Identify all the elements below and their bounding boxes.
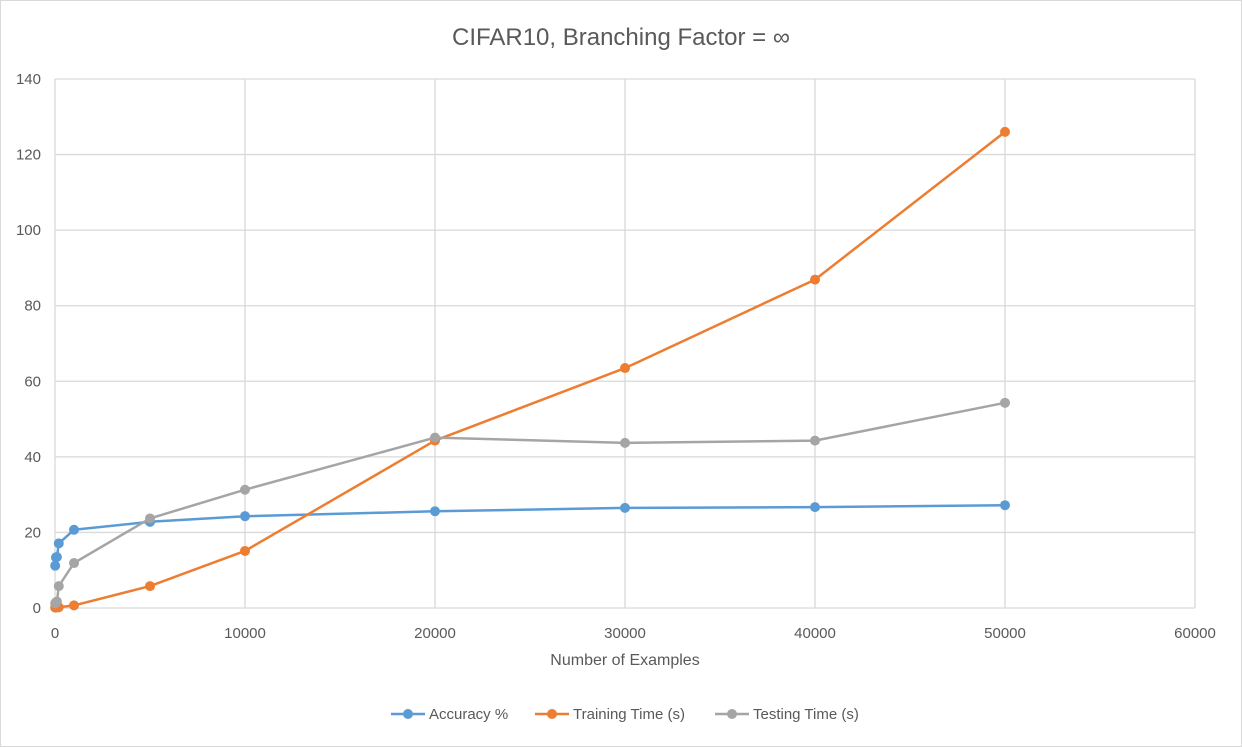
- series-layer: [50, 126, 1010, 613]
- data-point: [69, 600, 79, 611]
- legend: Accuracy % Training Time (s) Testing Time …: [391, 706, 859, 723]
- x-tick-label: 10000: [224, 625, 266, 642]
- data-point: [69, 524, 79, 535]
- y-tick-label: 20: [24, 524, 41, 541]
- data-point: [240, 545, 250, 556]
- x-tick-label: 30000: [604, 625, 646, 642]
- chart-title: CIFAR10, Branching Factor = ∞: [452, 24, 790, 51]
- legend-marker: [547, 709, 557, 719]
- y-tick-label: 80: [24, 298, 41, 315]
- y-tick-label: 120: [16, 147, 41, 164]
- x-axis-title: Number of Examples: [550, 652, 699, 669]
- y-tick-label: 100: [16, 222, 41, 239]
- y-tick-label: 140: [16, 71, 41, 88]
- series-line: [53, 503, 1006, 566]
- x-tick-label: 20000: [414, 625, 456, 642]
- y-tick-label: 40: [24, 449, 41, 466]
- data-point: [240, 484, 250, 495]
- data-point: [51, 596, 62, 607]
- series-accuracy: [50, 500, 1010, 571]
- data-point: [810, 435, 820, 446]
- x-axis-ticks: 0 10000 20000 30000 40000 50000 60000: [51, 625, 1216, 642]
- legend-item: Testing Time (s): [715, 706, 859, 723]
- series-line: [54, 130, 1006, 609]
- data-point: [810, 502, 820, 513]
- y-axis-ticks: 0 20 40 60 80 100 120 140: [16, 71, 41, 617]
- data-point: [620, 502, 630, 513]
- data-point: [1000, 397, 1010, 408]
- data-point: [53, 581, 64, 592]
- data-point: [620, 437, 630, 448]
- data-point: [430, 432, 440, 443]
- data-point: [145, 581, 155, 592]
- data-point: [53, 538, 64, 549]
- data-point: [810, 274, 820, 285]
- data-point: [69, 558, 79, 569]
- data-point: [620, 363, 630, 374]
- x-tick-label: 50000: [984, 625, 1026, 642]
- legend-marker: [403, 709, 413, 719]
- legend-label: Accuracy %: [429, 706, 508, 723]
- legend-marker: [727, 709, 737, 719]
- series-testing-time-s: [50, 397, 1010, 609]
- series-training-time-s: [50, 126, 1010, 613]
- x-tick-label: 40000: [794, 625, 836, 642]
- y-tick-label: 0: [33, 600, 41, 617]
- x-tick-label: 0: [51, 625, 59, 642]
- legend-item: Accuracy %: [391, 706, 508, 723]
- data-point: [1000, 126, 1010, 137]
- data-point: [145, 513, 155, 524]
- legend-item: Training Time (s): [535, 706, 685, 723]
- data-point: [240, 511, 250, 522]
- data-point: [430, 506, 440, 517]
- legend-label: Testing Time (s): [753, 706, 859, 723]
- series-line: [54, 401, 1006, 605]
- gridlines: [54, 78, 1196, 609]
- data-point: [50, 560, 61, 571]
- y-tick-label: 60: [24, 373, 41, 390]
- data-point: [1000, 500, 1010, 511]
- data-point: [51, 551, 62, 562]
- legend-label: Training Time (s): [573, 706, 685, 723]
- x-tick-label: 60000: [1174, 625, 1216, 642]
